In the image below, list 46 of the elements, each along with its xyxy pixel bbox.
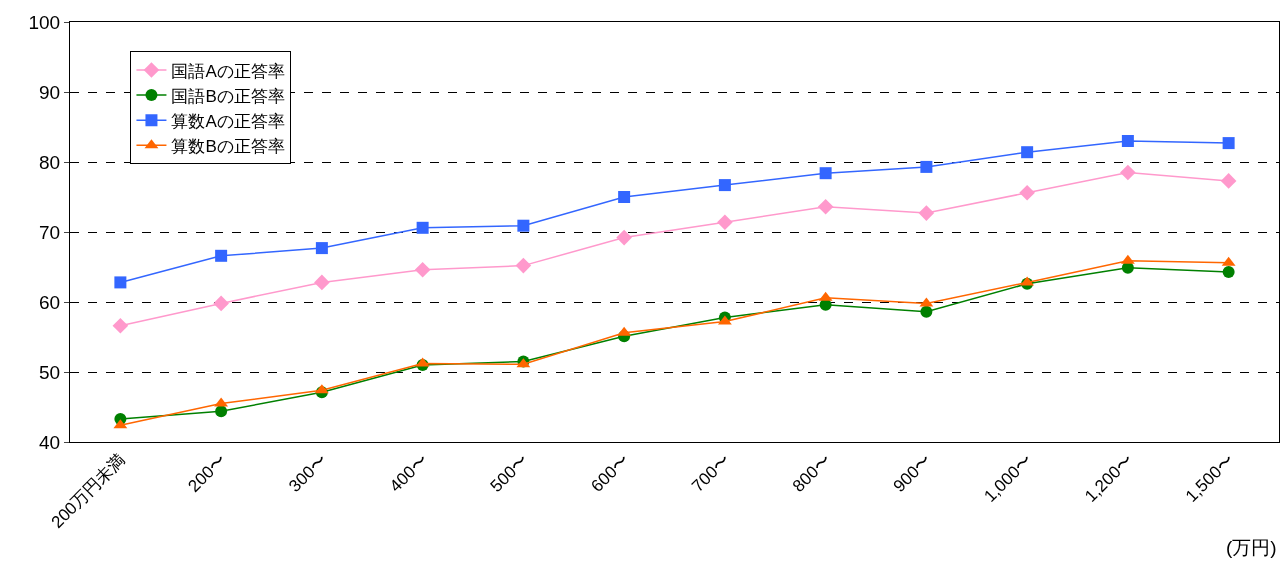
point: [718, 179, 731, 192]
point: [416, 221, 429, 234]
point: [1121, 135, 1134, 147]
x-tick-label: 300〜: [285, 450, 331, 496]
point: [817, 199, 834, 215]
y-tick-label: 60: [39, 291, 61, 313]
x-tick-label: 200〜: [184, 450, 230, 496]
point: [112, 318, 129, 334]
point: [515, 257, 532, 274]
y-tick-label: 100: [28, 11, 61, 33]
y-tick-label: 70: [39, 221, 61, 243]
y-tick-label: 80: [39, 151, 61, 173]
legend-label: 国語Bの正答率: [171, 86, 285, 106]
x-tick-label: 400〜: [385, 450, 432, 496]
legend-label: 国語Aの正答率: [171, 61, 285, 81]
point: [1120, 164, 1136, 181]
point: [1019, 185, 1035, 201]
point: [616, 229, 632, 246]
x-tick-label: 700〜: [688, 450, 734, 496]
point: [618, 191, 631, 203]
point: [215, 249, 228, 262]
y-tick-label: 40: [39, 431, 61, 453]
point: [1222, 137, 1235, 150]
point: [1021, 146, 1034, 159]
point: [717, 214, 733, 230]
legend-label: 算数Aの正答率: [171, 111, 285, 131]
point: [315, 242, 328, 255]
point: [213, 295, 229, 312]
point: [1222, 265, 1235, 278]
legend-label: 算数Bの正答率: [171, 136, 285, 156]
x-tick-label: 900〜: [889, 450, 936, 496]
point: [114, 276, 127, 289]
x-tick-label: 800〜: [788, 450, 835, 496]
point: [918, 205, 935, 221]
text: (万円): [1226, 537, 1277, 558]
point: [314, 274, 330, 291]
y-tick-label: 50: [39, 361, 61, 383]
point: [920, 305, 933, 318]
point: [1220, 173, 1237, 189]
y-tick-label: 90: [39, 81, 61, 103]
point: [414, 262, 431, 278]
point: [920, 160, 933, 173]
point: [517, 219, 530, 232]
x-tick-label: 600〜: [587, 450, 633, 496]
x-tick-label: 500〜: [486, 450, 533, 496]
point: [819, 167, 832, 180]
